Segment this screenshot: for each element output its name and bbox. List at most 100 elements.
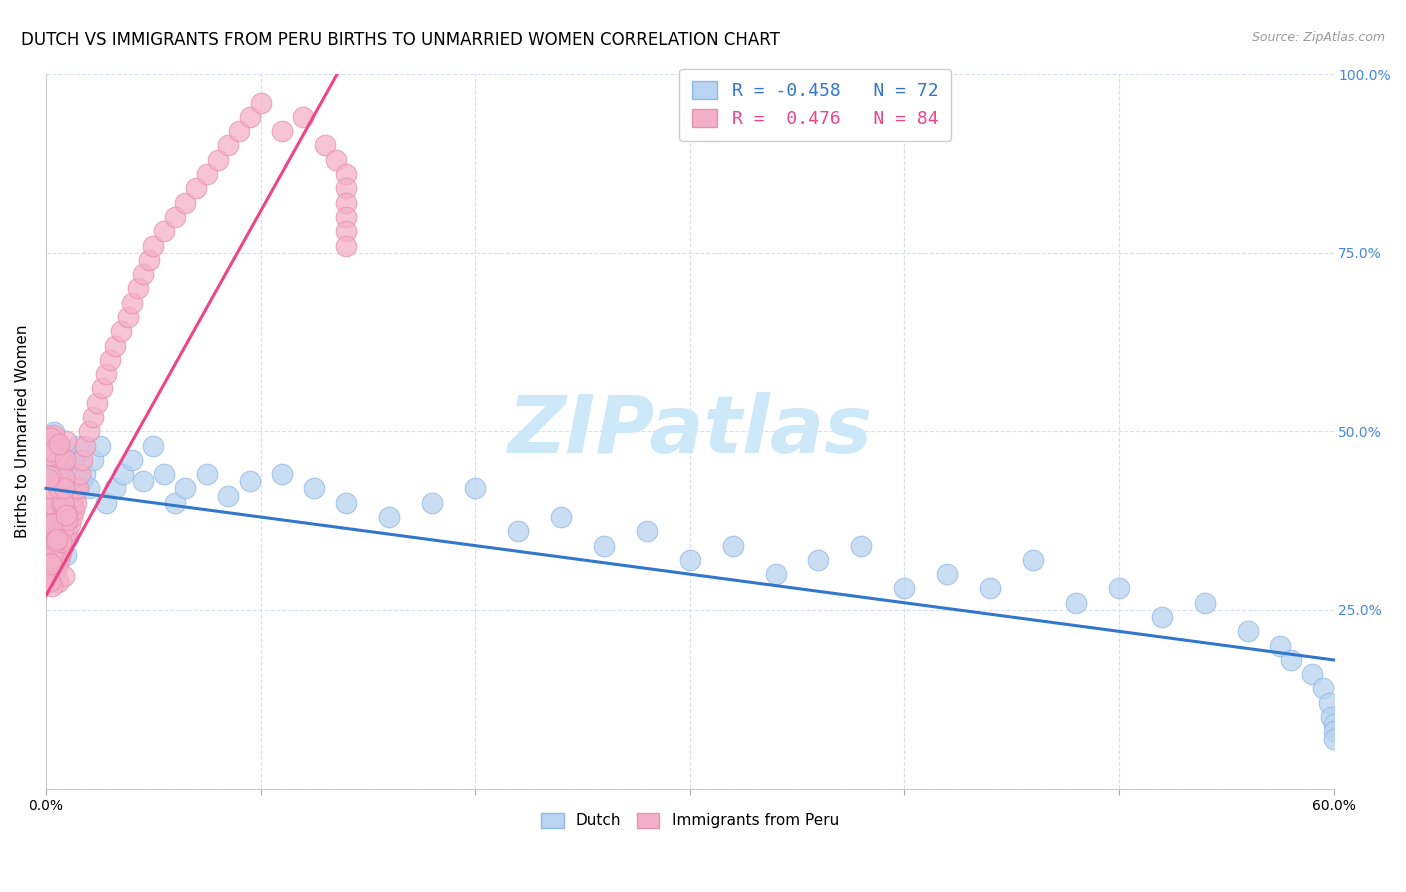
Point (53, 482, 76, 496)
Point (39, 553, 62, 567)
Point (58, 517, 80, 532)
Point (39, 524, 62, 539)
Point (127, 281, 149, 295)
Point (45, 546, 67, 560)
Point (41, 574, 63, 589)
Point (39, 468, 62, 483)
Point (271, 467, 294, 482)
Point (207, 153, 229, 167)
Point (378, 510, 401, 524)
Point (42, 541, 65, 556)
Point (39, 431, 62, 445)
Point (1064, 596, 1087, 610)
Point (239, 475, 262, 489)
Point (44, 524, 66, 539)
Point (49, 454, 72, 468)
Point (89, 439, 111, 453)
Point (44, 549, 66, 564)
Point (55, 451, 77, 466)
Point (60, 460, 83, 475)
Point (117, 310, 139, 324)
Point (302, 482, 325, 496)
Point (45, 438, 67, 452)
Point (41, 510, 63, 524)
Point (55, 548, 77, 562)
Point (69, 453, 91, 467)
Point (44, 556, 66, 570)
Point (60, 489, 83, 503)
Text: ZIPatlas: ZIPatlas (508, 392, 872, 470)
Point (63, 453, 86, 467)
Point (163, 210, 186, 224)
Point (65, 496, 87, 510)
Point (1301, 667, 1323, 681)
Point (39, 552, 62, 566)
Point (56, 513, 79, 527)
Point (121, 453, 143, 467)
Point (142, 238, 165, 252)
Point (121, 295, 143, 310)
Point (52, 508, 75, 522)
Point (335, 224, 357, 238)
Point (55, 434, 77, 448)
Point (38, 481, 60, 495)
Point (48, 481, 70, 495)
Point (44, 482, 66, 496)
Point (45, 450, 67, 464)
Point (73, 467, 96, 482)
Point (67, 482, 90, 496)
Point (38, 574, 60, 588)
Point (39, 557, 62, 571)
Point (52, 495, 75, 509)
Point (1194, 596, 1216, 610)
Point (851, 539, 873, 553)
Point (45, 560, 67, 574)
Point (104, 338, 127, 352)
Text: Source: ZipAtlas.com: Source: ZipAtlas.com (1251, 31, 1385, 45)
Point (37, 540, 59, 554)
Point (37, 510, 59, 524)
Point (46, 469, 69, 483)
Point (314, 138, 336, 153)
Point (53, 491, 76, 506)
Point (56, 524, 79, 539)
Point (44, 553, 66, 567)
Point (195, 467, 218, 482)
Point (174, 482, 197, 496)
Point (58, 475, 80, 489)
Point (41, 546, 63, 560)
Point (42, 545, 65, 559)
Point (41, 444, 63, 458)
Point (45, 496, 67, 510)
Point (53, 467, 76, 482)
Point (46, 574, 69, 589)
Point (1320, 710, 1343, 724)
Point (38, 429, 60, 443)
Point (56, 494, 79, 508)
Point (39, 520, 62, 534)
Point (131, 475, 153, 489)
Point (72, 453, 94, 467)
Point (44, 539, 66, 553)
Point (335, 496, 357, 510)
Point (39, 496, 62, 510)
Point (1322, 724, 1344, 739)
Point (48, 524, 70, 539)
Point (72, 475, 94, 489)
Point (679, 553, 702, 567)
Point (893, 582, 915, 596)
Point (41, 464, 63, 478)
Point (37, 472, 59, 486)
Point (39, 567, 62, 582)
Point (56, 531, 79, 545)
Point (593, 539, 616, 553)
Point (56, 510, 79, 524)
Y-axis label: Births to Unmarried Women: Births to Unmarried Women (15, 325, 30, 538)
Point (138, 252, 160, 267)
Point (807, 553, 830, 567)
Point (42, 425, 65, 439)
Point (94, 496, 117, 510)
Point (60, 496, 83, 510)
Point (37, 496, 59, 510)
Point (104, 482, 127, 496)
